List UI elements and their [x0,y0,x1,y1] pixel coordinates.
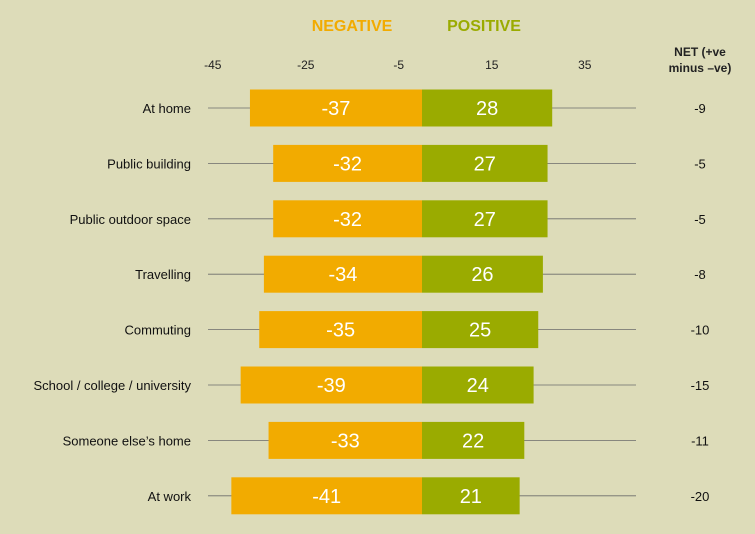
positive-bar-label: 26 [471,264,493,286]
chart-row: -39 24 School / college / university -15 [33,366,710,404]
positive-bar [422,200,548,238]
category-label: School / college / university [33,378,191,393]
x-axis-ticks: -45 -25 -5 15 35 [204,58,592,72]
x-tick-label: -25 [297,58,315,72]
category-label: Someone else’s home [63,433,191,448]
negative-bar-label: -32 [333,209,362,231]
negative-bar-label: -41 [312,486,341,508]
negative-bar [231,477,422,515]
positive-bar-label: 25 [469,320,491,342]
negative-bar [263,255,422,293]
net-value: -9 [694,101,706,116]
positive-bar [422,311,539,349]
legend-positive: POSITIVE [447,18,521,35]
positive-bar-label: 24 [467,375,489,397]
category-label: Commuting [125,323,191,338]
net-value: -8 [694,267,706,282]
net-value: -11 [691,433,709,448]
negative-bar [259,311,422,349]
net-header-line2: minus –ve) [669,61,732,75]
category-label: Public outdoor space [70,212,191,227]
chart-row: -41 21 At work -20 [148,477,710,515]
chart-row: -34 26 Travelling -8 [135,255,706,293]
category-label: Public building [107,156,191,171]
x-tick-label: -45 [204,58,222,72]
negative-bar-label: -32 [333,153,362,175]
net-value: -5 [694,212,706,227]
chart-row: -35 25 Commuting -10 [125,311,710,349]
positive-bar [422,421,525,459]
positive-bar [422,477,520,515]
legend-negative: NEGATIVE [312,18,393,35]
x-tick-label: 15 [485,58,499,72]
chart-row: -32 27 Public outdoor space -5 [70,200,706,238]
negative-bar-label: -35 [326,320,355,342]
legend: NEGATIVE POSITIVE [312,18,522,35]
negative-bar-label: -34 [328,264,357,286]
category-label: At home [143,101,191,116]
net-value: -20 [691,489,710,504]
net-value: -10 [691,323,710,338]
positive-bar-label: 22 [462,430,484,452]
x-tick-label: 35 [578,58,592,72]
chart-row: -33 22 Someone else’s home -11 [63,421,709,459]
positive-bar [422,255,543,293]
category-label: At work [148,489,192,504]
positive-bar-label: 28 [476,98,498,120]
positive-bar-label: 27 [474,153,496,175]
positive-bar [422,89,553,127]
negative-bar-label: -33 [331,430,360,452]
negative-bar-label: -39 [317,375,346,397]
chart-rows: -37 28 At home -9 -32 27 Public building -5 -32 2… [33,89,710,515]
chart-row: -32 27 Public building -5 [107,144,706,182]
negative-bar-label: -37 [322,98,351,120]
negative-bar [240,366,422,404]
negative-bar [268,421,422,459]
net-value: -15 [691,378,710,393]
negative-bar [249,89,422,127]
category-label: Travelling [135,267,191,282]
positive-bar [422,366,534,404]
positive-bar [422,144,548,182]
net-value: -5 [694,156,706,171]
positive-bar-label: 21 [460,486,482,508]
net-header: NET (+ve minus –ve) [669,45,732,75]
negative-bar [273,200,422,238]
net-header-line1: NET (+ve [674,45,726,59]
x-tick-label: -5 [393,58,404,72]
negative-bar [273,144,422,182]
positive-bar-label: 27 [474,209,496,231]
chart-row: -37 28 At home -9 [143,89,706,127]
